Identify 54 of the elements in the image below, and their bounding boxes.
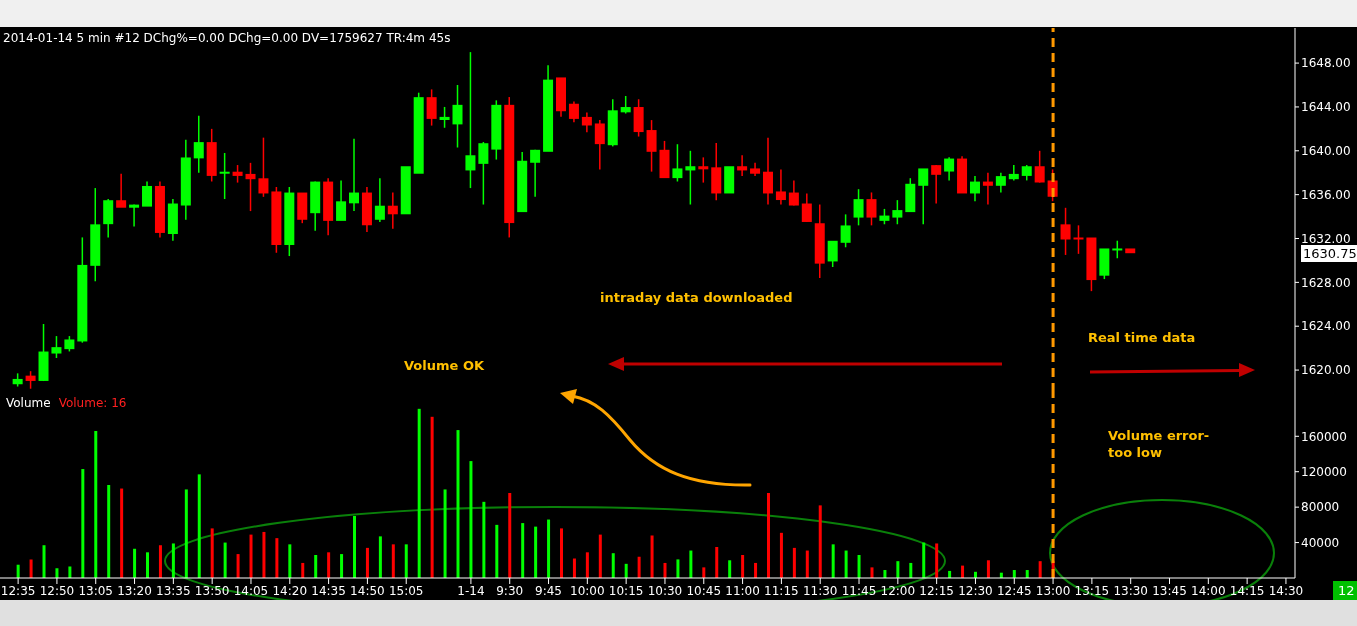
x-tick-label: 9:45 [535,583,563,598]
x-tick-label: 13:45 [1152,583,1187,598]
x-tick-label: 12:00 [880,583,916,598]
x-tick-label: 10:45 [686,583,722,598]
x-tick-label: 11:45 [841,583,877,598]
annotation: Volume error- too low [1108,427,1211,461]
x-tick-label: 13:05 [78,583,114,598]
y-tick-label: 1628.00 [1301,275,1351,290]
x-tick-label: 11:15 [764,583,799,598]
x-tick-label: 10:00 [570,583,605,598]
x-tick-label: 14:20 [272,583,308,598]
y-tick-label: 160000 [1301,429,1347,444]
x-tick-label: 14:00 [1191,583,1226,598]
x-tick-label: 12:15 [919,583,954,598]
x-tick-label: 12:35 [0,583,36,598]
x-tick-label: 12:45 [996,583,1032,598]
x-tick-label: 10:30 [647,583,683,598]
x-tick-label: 14:35 [311,583,346,598]
x-tick-label: 15:05 [388,583,424,598]
y-tick-label: 1632.00 [1301,231,1351,246]
x-tick-label: 13:50 [194,583,230,598]
y-tick-label: 80000 [1301,500,1340,515]
y-tick-label: 1640.00 [1301,144,1351,159]
x-tick-label: 11:30 [802,583,838,598]
x-tick-label: 12:50 [39,583,75,598]
x-tick-label: 10:15 [608,583,644,598]
annotation: Volume OK [404,357,485,374]
y-tick-label: 40000 [1301,535,1340,550]
x-tick-label: 11:00 [725,583,760,598]
y-tick-label: 1644.00 [1301,100,1351,115]
y-tick-label: 120000 [1301,464,1347,479]
annotation: Real time data [1088,329,1196,346]
annotation: intraday data downloaded [600,289,793,306]
x-tick-label: 14:05 [233,583,269,598]
x-tick-label: 13:30 [1113,583,1148,598]
chart-title: 2014-01-14 5 min #12 DChg%=0.00 DChg=0.00 DV=1759627 TR:4m 45s [3,31,451,45]
chart-subtitle: Volume: 16 [58,396,127,410]
x-tick-label: 14:50 [350,583,385,598]
y-tick-label: 1636.00 [1301,187,1351,202]
x-tick-label: 1-14 [457,583,485,598]
x-tick-label: 13:15 [1074,583,1110,598]
y-tick-label: 1624.00 [1301,319,1351,334]
x-tick-label: 13:00 [1035,583,1071,598]
text: 1630.75 [1300,244,1357,263]
y-tick-label: 1648.00 [1301,56,1351,71]
text: 12 [1333,581,1357,600]
x-tick-label: 13:35 [156,583,191,598]
x-tick-label: 14:30 [1268,583,1304,598]
chart-title: Volume [6,396,51,410]
x-tick-label: 12:30 [958,583,993,598]
x-tick-label: 13:20 [117,583,152,598]
y-tick-label: 1620.00 [1301,363,1351,378]
x-tick-label: 9:30 [496,583,524,598]
x-tick-label: 14:15 [1229,583,1265,598]
